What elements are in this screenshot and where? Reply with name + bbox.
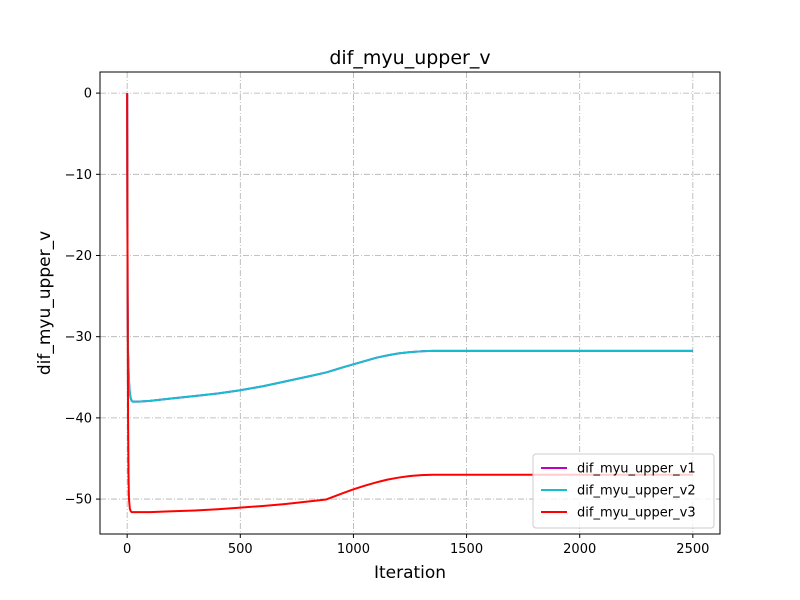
- y-axis-title: dif_myu_upper_v: [35, 231, 55, 375]
- x-tick-label: 500: [228, 542, 253, 557]
- y-tick-label: −20: [65, 249, 92, 264]
- legend-box: [532, 453, 715, 529]
- x-tick-label: 0: [123, 542, 131, 557]
- x-tick-label: 1500: [450, 542, 483, 557]
- legend-label-1: dif_myu_upper_v1: [577, 462, 696, 477]
- y-tick-label: −50: [65, 493, 92, 508]
- series-layer: [126, 93, 693, 514]
- y-tick-label: −10: [65, 168, 92, 183]
- chart-title: dif_myu_upper_v: [329, 47, 490, 69]
- x-tick-label: 2500: [676, 542, 709, 557]
- axis-ticks: 0 500 1000 1500 2000 2500 0 −10 −20 −30 −40 −50: [65, 87, 710, 557]
- y-tick-label: −30: [65, 330, 92, 345]
- legend-label-2: dif_myu_upper_v2: [577, 484, 696, 499]
- legend-label-3: dif_myu_upper_v3: [577, 506, 696, 521]
- y-tick-label: 0: [84, 87, 92, 102]
- legend: dif_myu_upper_v1 dif_myu_upper_v2 dif_myu_…: [532, 453, 715, 529]
- series-line-2: [126, 93, 693, 403]
- x-tick-label: 1000: [337, 542, 370, 557]
- x-tick-label: 2000: [563, 542, 596, 557]
- series-line-3: [126, 93, 693, 514]
- y-tick-label: −40: [65, 411, 92, 426]
- grid: [100, 72, 720, 534]
- x-axis-title: Iteration: [374, 563, 446, 583]
- plot-frame: [99, 71, 721, 535]
